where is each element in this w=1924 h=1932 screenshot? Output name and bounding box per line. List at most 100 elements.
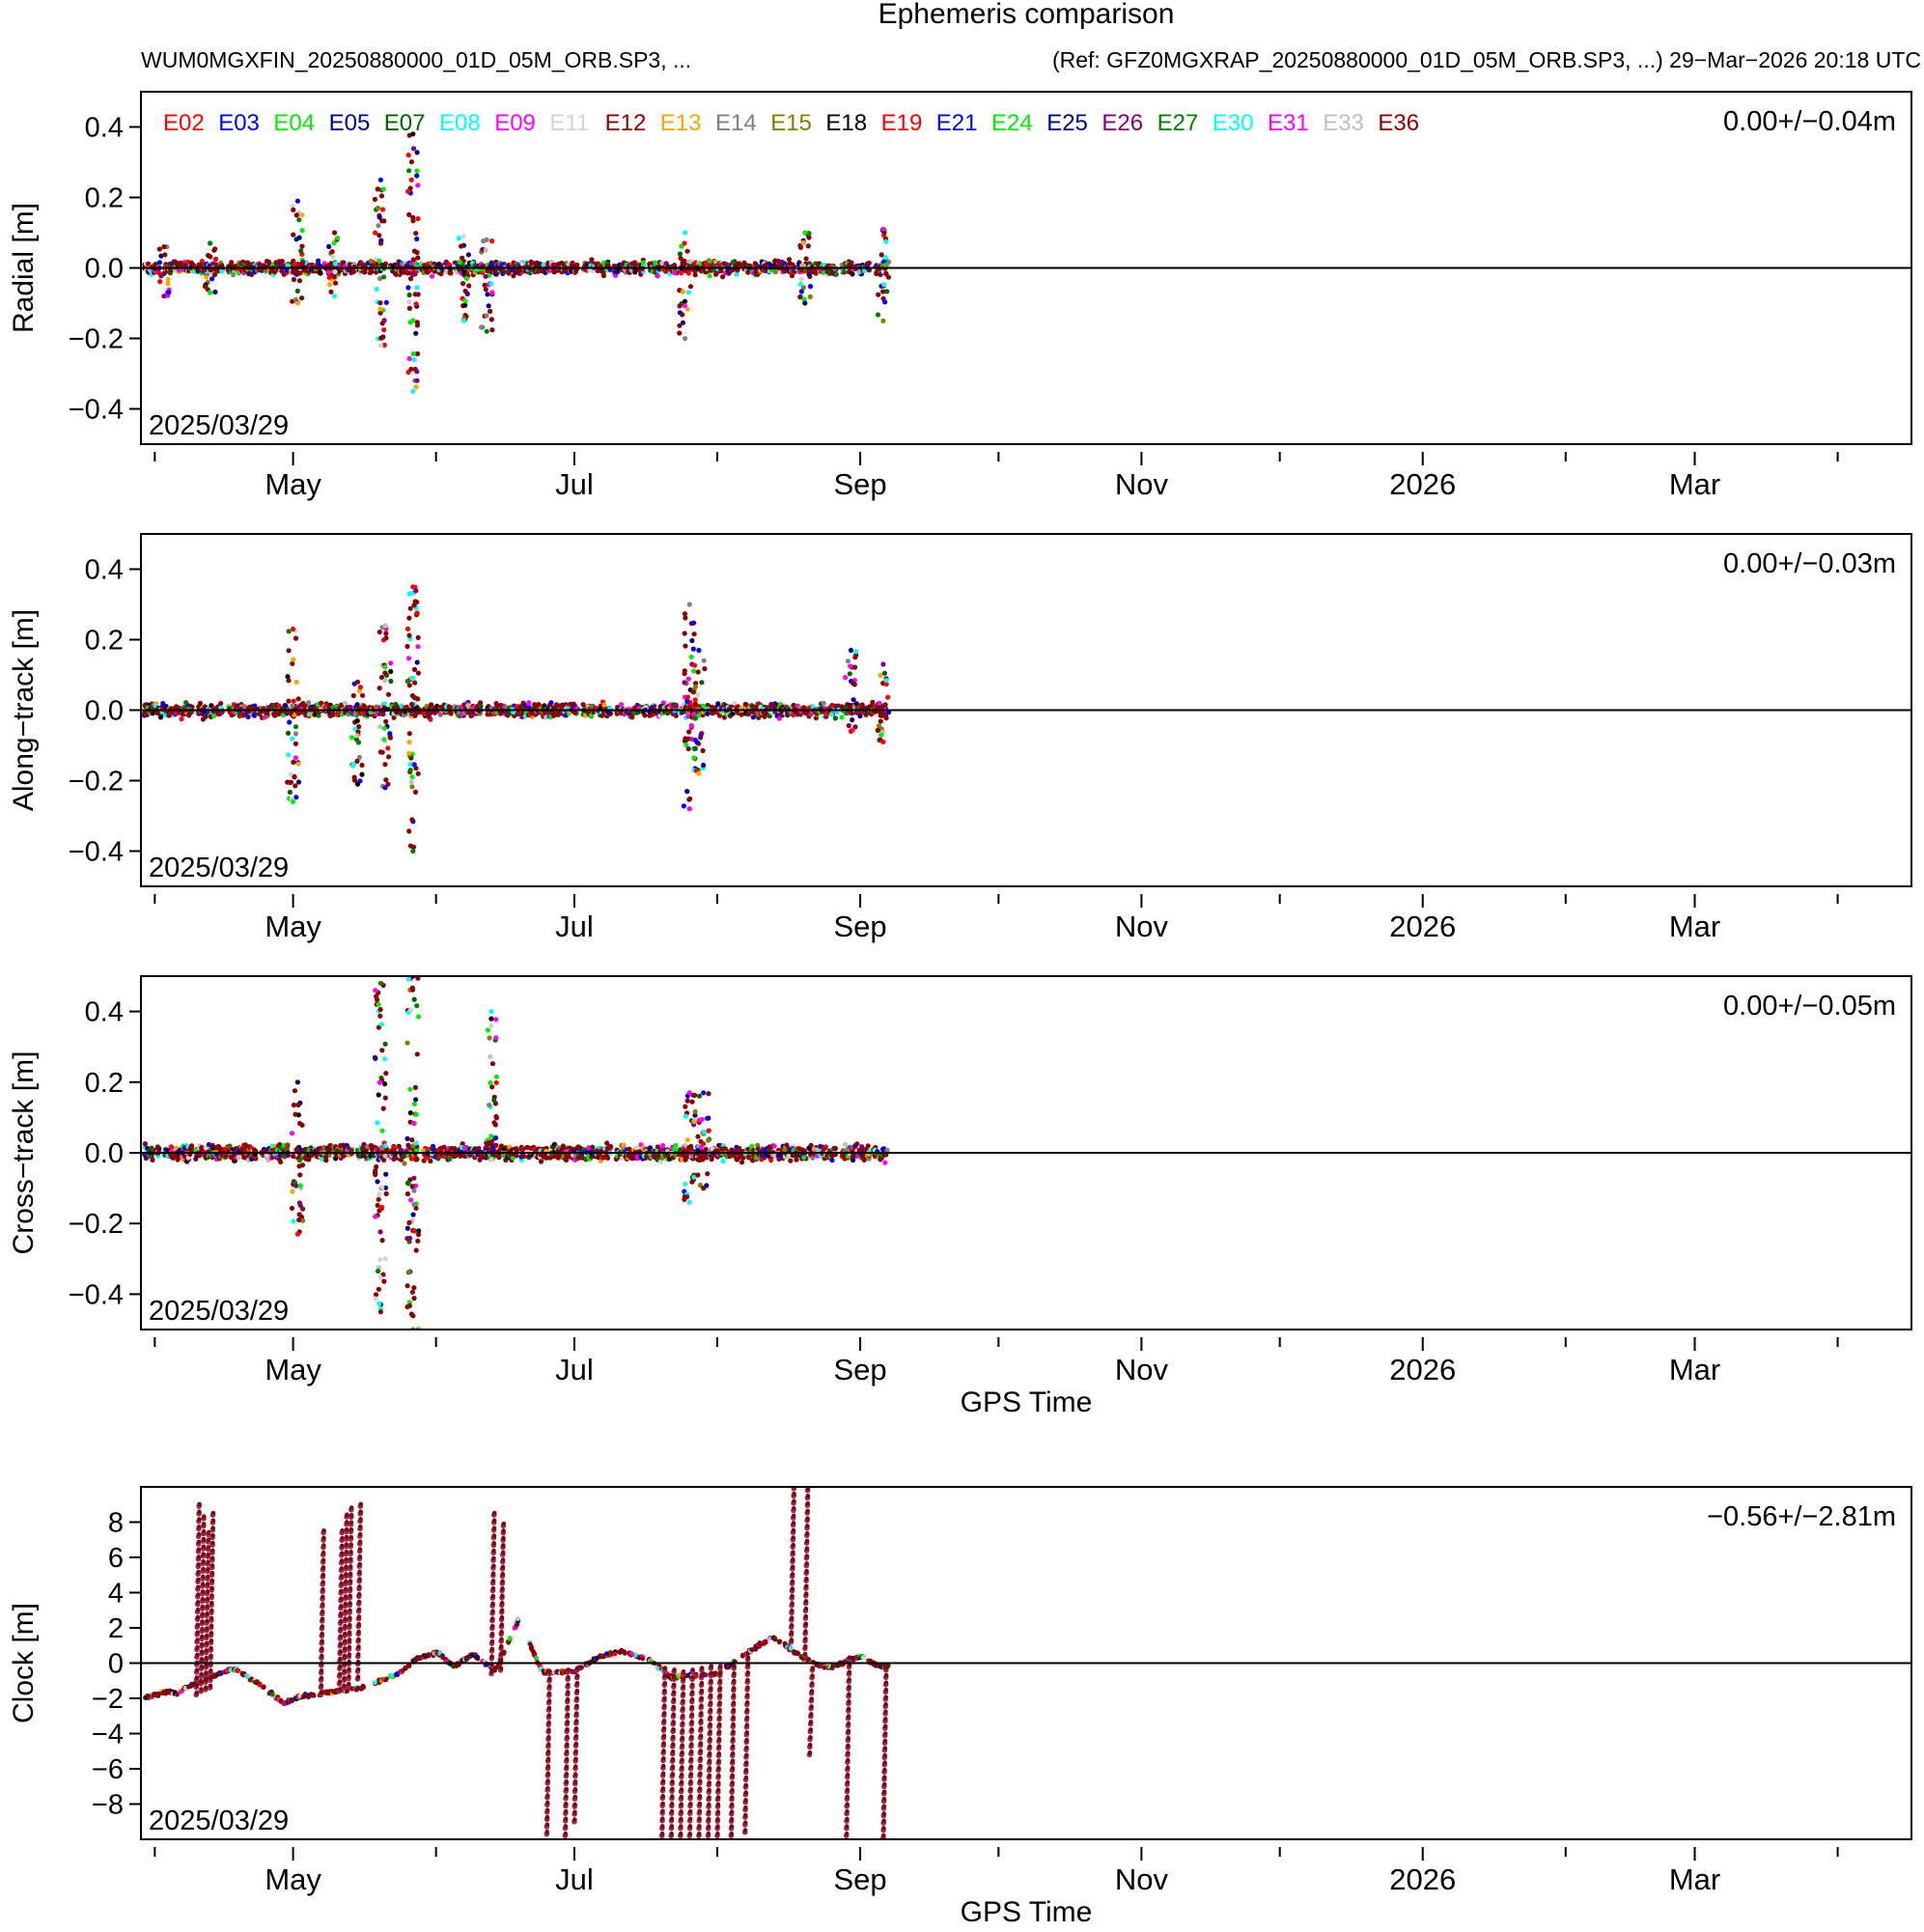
data-point: [293, 741, 298, 746]
data-point: [291, 269, 296, 275]
data-point: [229, 260, 235, 266]
data-point: [406, 828, 412, 834]
data-point: [354, 733, 360, 739]
data-point: [406, 683, 412, 688]
data-point: [294, 300, 300, 306]
data-point: [688, 654, 694, 660]
data-point: [285, 779, 291, 785]
x-tick-label: Nov: [1115, 467, 1169, 501]
data-point: [692, 715, 698, 721]
data-point: [408, 366, 414, 372]
data-point: [699, 680, 705, 686]
data-point: [223, 1154, 229, 1160]
data-point: [486, 303, 491, 309]
data-point: [330, 254, 336, 260]
data-point: [516, 268, 523, 274]
data-point: [712, 259, 718, 265]
data-point: [410, 848, 416, 854]
data-point: [750, 714, 756, 720]
data-point: [405, 285, 411, 291]
data-point: [411, 356, 417, 363]
data-point: [801, 263, 807, 268]
x-tick-label: Sep: [833, 910, 886, 943]
data-point: [847, 671, 852, 677]
data-point: [489, 238, 495, 244]
data-point: [349, 735, 355, 741]
data-point: [412, 789, 419, 796]
data-point: [572, 710, 578, 716]
data-point: [359, 762, 365, 769]
y-tick-label: 0.2: [85, 183, 124, 214]
data-point: [166, 290, 172, 295]
data-point: [806, 271, 812, 277]
data-point: [446, 262, 452, 267]
data-point: [798, 276, 804, 282]
y-tick-label: −0.4: [69, 395, 124, 426]
data-point: [328, 289, 334, 294]
data-point: [382, 664, 388, 670]
data-point: [381, 342, 387, 348]
data-point: [696, 647, 702, 654]
data-point: [356, 688, 363, 694]
data-point: [156, 260, 162, 266]
data-point: [828, 712, 835, 717]
data-point: [880, 661, 886, 667]
data-point: [286, 752, 292, 758]
data-point: [692, 662, 698, 668]
data-point: [158, 273, 164, 279]
y-axis-title: Radial [m]: [8, 203, 40, 333]
data-point: [605, 1155, 611, 1161]
data-point: [683, 742, 689, 748]
data-point: [690, 646, 696, 652]
data-point: [293, 783, 298, 789]
data-point: [483, 287, 488, 293]
data-point: [161, 244, 167, 250]
data-point: [404, 643, 410, 650]
data-point: [406, 168, 412, 174]
data-point: [628, 1155, 634, 1161]
data-point: [488, 308, 493, 315]
data-point: [701, 762, 707, 769]
data-point: [882, 255, 888, 261]
data-point: [692, 697, 698, 703]
data-point: [839, 714, 845, 720]
data-point: [354, 702, 360, 708]
data-point: [380, 186, 386, 192]
data-point: [406, 299, 412, 305]
data-point: [409, 774, 415, 780]
date-label-bg: [145, 850, 322, 882]
data-point: [800, 239, 806, 246]
data-point: [538, 1159, 544, 1164]
data-point: [428, 1158, 433, 1164]
data-point: [361, 1141, 367, 1147]
data-point: [377, 749, 383, 755]
data-point: [488, 317, 494, 322]
data-point: [684, 694, 691, 700]
data-point: [286, 648, 292, 654]
data-point: [682, 611, 688, 617]
data-point: [801, 705, 807, 711]
data-point: [406, 740, 412, 745]
data-point: [387, 735, 393, 741]
data-point: [360, 692, 366, 698]
data-point: [379, 218, 385, 224]
data-point: [691, 631, 697, 637]
data-point: [350, 692, 356, 699]
data-point: [684, 248, 690, 254]
data-point: [881, 670, 888, 676]
data-point: [410, 257, 416, 263]
data-point: [382, 762, 388, 768]
data-point: [421, 1147, 427, 1154]
data-point: [410, 271, 416, 278]
data-point: [285, 674, 291, 680]
data-point: [382, 261, 388, 266]
data-point: [295, 696, 301, 702]
legend-entry-e05: E05: [329, 110, 371, 136]
date-label: 2025/03/29: [149, 853, 289, 883]
data-point: [691, 668, 697, 674]
data-point: [465, 252, 471, 258]
data-point: [291, 276, 296, 283]
legend-entry-e30: E30: [1213, 110, 1254, 136]
data-point: [377, 310, 383, 316]
